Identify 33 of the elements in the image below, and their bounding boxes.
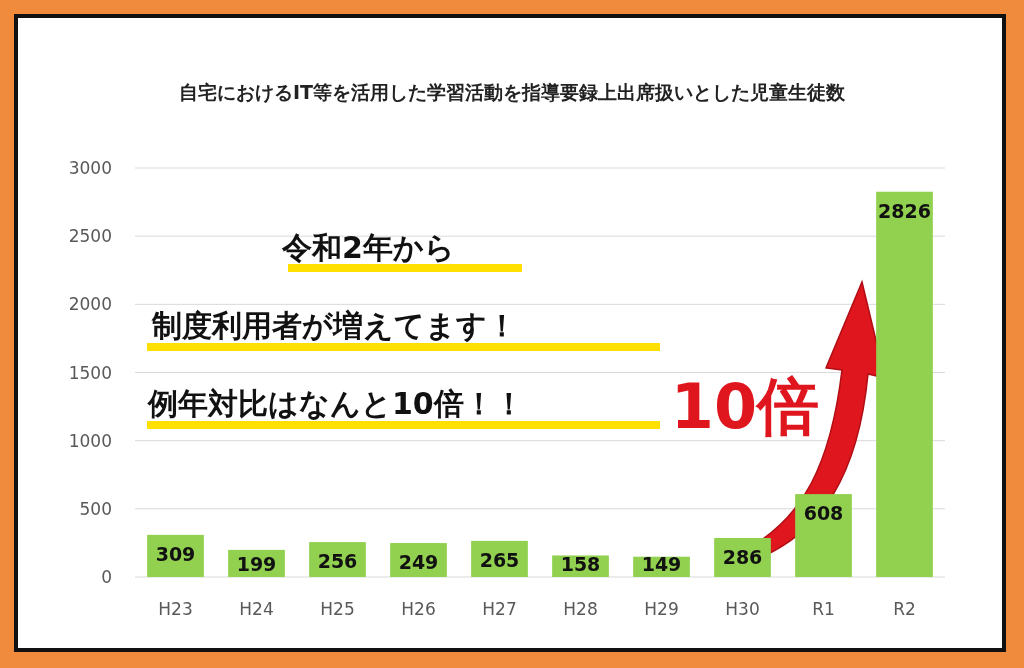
data-label: 199 (236, 553, 277, 575)
y-tick-label: 3000 (68, 158, 112, 178)
data-label: 2826 (878, 199, 931, 222)
data-label: 256 (317, 550, 358, 573)
data-label: 249 (398, 551, 439, 574)
y-tick-label: 2500 (68, 226, 112, 247)
y-tick-label: 1500 (68, 362, 112, 383)
x-tick-label: H25 (320, 599, 355, 619)
x-tick-label: R1 (812, 599, 835, 619)
x-tick-label: H26 (401, 599, 436, 619)
y-tick-label: 2000 (68, 294, 112, 315)
annotation: 制度利用者が増えてます！ (151, 308, 517, 343)
bar (795, 494, 852, 577)
x-tick-label: H28 (563, 599, 598, 619)
annotation: 例年対比はなんと10倍！！ (147, 386, 524, 421)
data-label: 158 (560, 553, 601, 575)
data-label: 286 (722, 546, 763, 569)
x-tick-label: H24 (239, 599, 274, 619)
data-label: 608 (803, 502, 844, 525)
x-tick-label: H23 (158, 599, 193, 619)
data-label: 265 (479, 548, 520, 571)
annotation: 10倍 (670, 370, 820, 443)
data-label: 149 (641, 553, 682, 575)
data-label: 309 (155, 542, 196, 565)
y-tick-label: 1000 (68, 430, 112, 451)
x-tick-label: H27 (482, 599, 517, 619)
annotation: 令和2年から (281, 230, 455, 265)
x-tick-label: H30 (725, 599, 760, 619)
y-tick-label: 0 (101, 567, 112, 587)
y-tick-label: 500 (79, 498, 112, 519)
chart-title: 自宅におけるIT等を活用した学習活動を指導要録上出席扱いとした児童生徒数 (178, 81, 847, 103)
x-tick-label: H29 (644, 599, 679, 619)
x-tick-label: R2 (893, 599, 916, 619)
